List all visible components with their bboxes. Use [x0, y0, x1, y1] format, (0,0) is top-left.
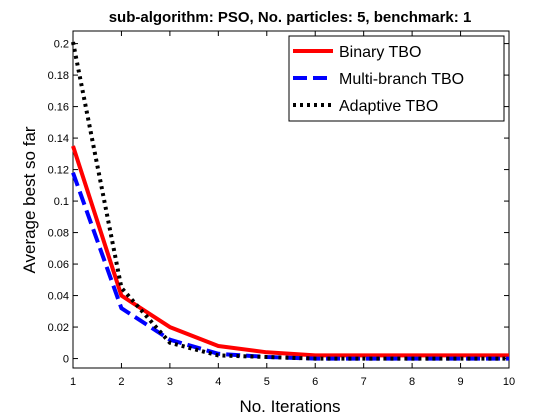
x-tick-label: 1 [70, 376, 76, 388]
y-axis-label: Average best so far [20, 126, 39, 273]
y-tick-label: 0.04 [48, 291, 69, 303]
y-tick-label: 0.06 [48, 259, 69, 271]
y-tick-label: 0.02 [48, 322, 69, 334]
x-tick-label: 10 [503, 376, 515, 388]
series-line-1 [71, 172, 509, 361]
x-tick-label: 2 [118, 376, 124, 388]
x-axis-label: No. Iterations [239, 397, 340, 416]
x-tick-label: 9 [457, 376, 463, 388]
y-tick-label: 0.14 [48, 133, 69, 145]
legend-label-2: Adaptive TBO [339, 98, 438, 115]
legend-label-1: Multi-branch TBO [339, 71, 464, 88]
series-line-2 [71, 41, 509, 361]
legend-label-0: Binary TBO [339, 44, 421, 61]
x-tick-label: 5 [264, 376, 270, 388]
y-tick-label: 0.1 [54, 196, 69, 208]
chart-title: sub-algorithm: PSO, No. particles: 5, be… [109, 9, 472, 26]
x-tick-label: 6 [312, 376, 318, 388]
legend-entries: Binary TBO Multi-branch TBO Adaptive TBO [293, 44, 464, 115]
x-tick-label: 3 [167, 376, 173, 388]
y-tick-label: 0.08 [48, 228, 69, 240]
y-tick-label: 0.12 [48, 165, 69, 177]
y-tick-label: 0.16 [48, 102, 69, 114]
legend: Binary TBO Multi-branch TBO Adaptive TBO [288, 35, 505, 122]
y-tick-label: 0 [63, 354, 69, 366]
y-tick-label: 0.2 [54, 39, 69, 51]
x-tick-label: 7 [361, 376, 367, 388]
x-tick-label: 8 [409, 376, 415, 388]
axis-ticks: 1 2 3 4 5 6 7 8 9 10 0 0.02 0.04 0.06 0.08 0.1 0.12 0.14 0… [48, 31, 515, 388]
x-tick-label: 4 [215, 376, 221, 388]
series-lines [71, 41, 509, 361]
series-line-0 [71, 145, 509, 358]
y-tick-label: 0.18 [48, 70, 69, 82]
